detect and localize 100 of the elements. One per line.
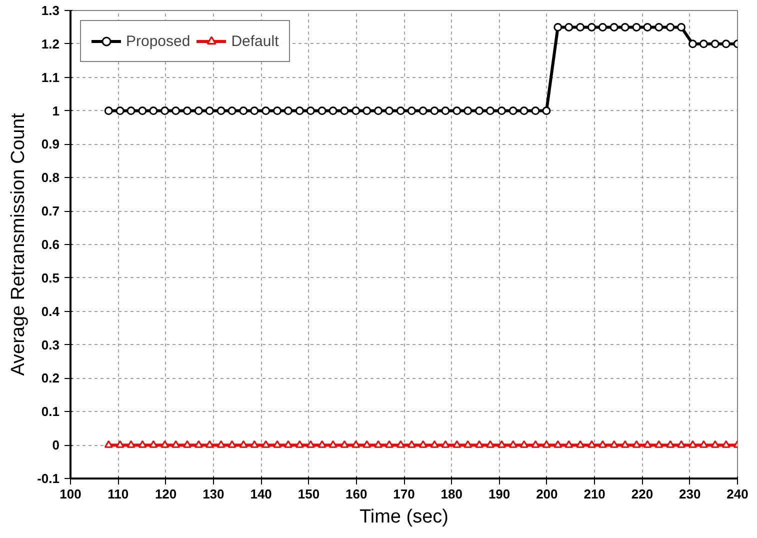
point xyxy=(149,106,158,116)
point xyxy=(362,440,372,448)
point xyxy=(340,440,349,448)
point xyxy=(104,106,113,116)
point xyxy=(318,440,326,448)
y-axis-title: Average Retransmission Count xyxy=(8,112,30,376)
y-tick-label: 0.6 xyxy=(41,237,60,252)
point xyxy=(328,106,338,116)
point xyxy=(677,22,686,32)
point xyxy=(250,440,259,448)
point xyxy=(160,106,170,116)
point xyxy=(598,440,607,448)
x-tick-label: 160 xyxy=(346,486,368,502)
point xyxy=(284,106,292,116)
point xyxy=(441,440,450,448)
x-tick-label: 240 xyxy=(726,486,748,502)
point xyxy=(620,22,630,32)
point xyxy=(610,22,618,32)
point xyxy=(531,106,540,116)
point xyxy=(441,106,450,116)
point xyxy=(182,106,192,116)
point xyxy=(688,40,697,48)
point xyxy=(273,106,282,116)
point xyxy=(407,440,416,448)
x-tick-label: 200 xyxy=(536,486,558,502)
point xyxy=(216,440,226,448)
point xyxy=(654,22,664,32)
point xyxy=(126,106,136,116)
point xyxy=(306,106,315,116)
point xyxy=(216,106,226,116)
point xyxy=(262,106,270,116)
point xyxy=(542,440,551,448)
point xyxy=(643,440,652,448)
y-tick-label: 1.2 xyxy=(41,36,60,52)
y-tick-label: 1 xyxy=(52,103,60,118)
legend-label: Default xyxy=(231,32,279,50)
point xyxy=(116,440,124,448)
point xyxy=(138,106,147,116)
y-tick-label: 0.7 xyxy=(41,204,60,219)
point xyxy=(486,106,494,116)
point xyxy=(632,440,641,448)
point xyxy=(666,22,675,32)
point xyxy=(104,440,113,448)
point xyxy=(418,440,428,448)
point xyxy=(620,440,630,448)
y-tick-label: 0.8 xyxy=(41,170,60,186)
point xyxy=(306,440,315,448)
point xyxy=(475,440,484,448)
point xyxy=(374,440,383,448)
point xyxy=(205,440,214,448)
point xyxy=(418,106,428,116)
point xyxy=(486,440,494,448)
point xyxy=(228,106,236,116)
point xyxy=(688,440,697,448)
x-tick-label: 220 xyxy=(631,486,654,502)
point xyxy=(284,440,292,448)
point xyxy=(194,106,203,116)
point xyxy=(384,106,394,116)
point xyxy=(250,106,259,116)
point xyxy=(328,440,338,448)
point xyxy=(273,440,282,448)
y-tick-label: 1.3 xyxy=(41,3,60,18)
point xyxy=(116,106,124,116)
point xyxy=(710,440,720,448)
point xyxy=(632,22,641,32)
y-tick-label: 0.5 xyxy=(41,270,60,286)
point xyxy=(362,106,372,116)
point xyxy=(699,440,708,448)
point xyxy=(699,40,708,48)
point xyxy=(654,440,664,448)
point xyxy=(239,440,248,448)
point xyxy=(430,106,439,116)
point xyxy=(172,440,180,448)
point xyxy=(295,106,304,116)
point xyxy=(508,106,518,116)
point xyxy=(497,440,506,448)
y-tick-label: 1.1 xyxy=(41,70,60,85)
point xyxy=(396,106,405,116)
point xyxy=(374,106,383,116)
point xyxy=(340,106,349,116)
point xyxy=(172,106,180,116)
point xyxy=(464,106,472,116)
x-tick-label: 210 xyxy=(584,486,606,502)
point xyxy=(722,40,730,48)
y-tick-label: 0.2 xyxy=(41,370,60,386)
point xyxy=(384,440,394,448)
x-tick-label: 180 xyxy=(440,486,462,502)
point xyxy=(508,440,518,448)
x-tick-label: 140 xyxy=(250,486,272,502)
point xyxy=(497,106,506,116)
point xyxy=(542,106,551,116)
point xyxy=(452,106,462,116)
point xyxy=(182,440,192,448)
point xyxy=(262,440,270,448)
x-tick-label: 230 xyxy=(679,486,701,502)
point xyxy=(666,440,675,448)
point xyxy=(205,106,214,116)
x-tick-label: 130 xyxy=(202,486,224,502)
y-tick-label: 0 xyxy=(52,438,60,453)
point xyxy=(554,440,562,448)
